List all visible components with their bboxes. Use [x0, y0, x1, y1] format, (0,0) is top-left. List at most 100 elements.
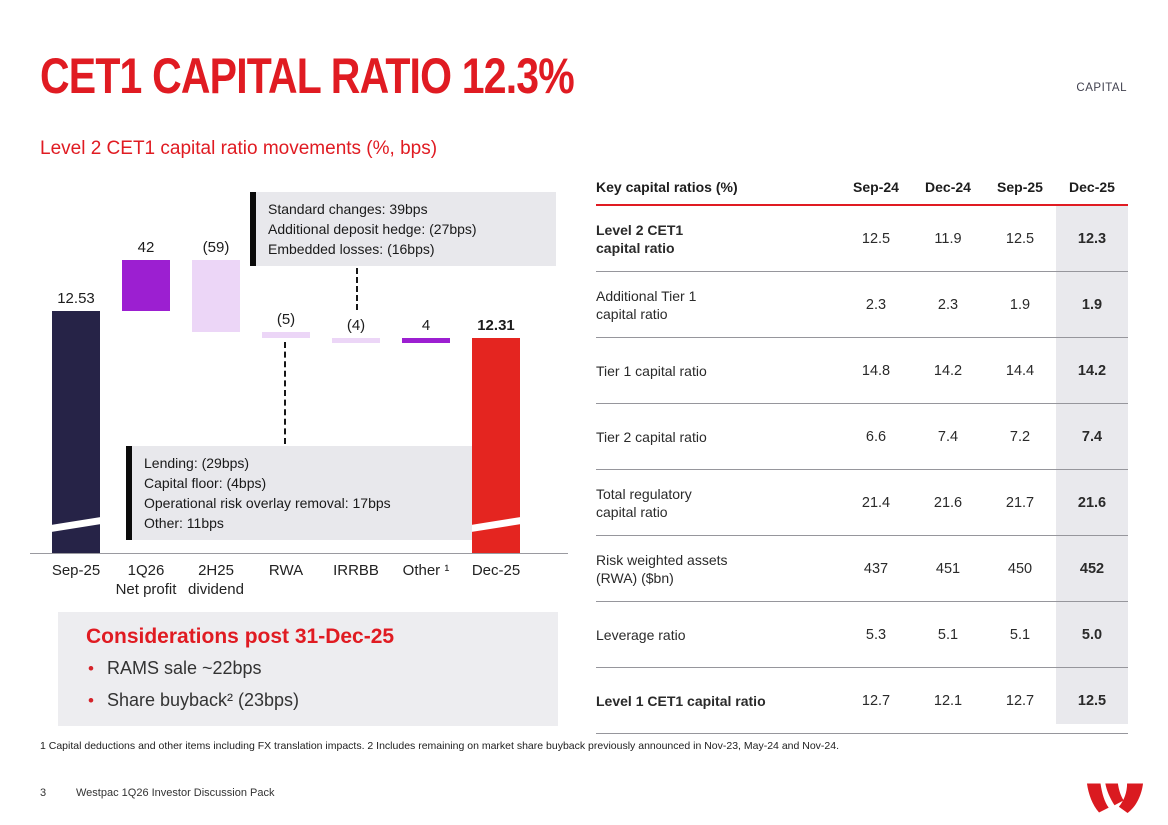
cell-value: 5.3 [865, 626, 887, 643]
row-label: Leverage ratio [596, 626, 686, 643]
waterfall-bar [192, 259, 240, 332]
annotation-line: Operational risk overlay removal: 17bps [144, 495, 391, 511]
cell-value: 12.5 [861, 230, 891, 247]
cell-value: 7.4 [1081, 428, 1103, 445]
consideration-text: Share buyback² (23bps) [106, 690, 300, 710]
cell-value: 2.3 [865, 296, 887, 313]
cell-value: 12.1 [933, 692, 963, 709]
bullet-icon: • [88, 691, 94, 710]
chart-heading: Level 2 CET1 capital ratio movements (%,… [40, 138, 438, 159]
cell-value: 7.4 [937, 428, 959, 445]
considerations-list: • RAMS sale ~22bps • Share buyback² (23bps) [58, 658, 558, 711]
annotation-line: Capital floor: (4bps) [144, 475, 267, 491]
x-axis-category: IRRBB [333, 562, 379, 579]
cell-value: 12.5 [1005, 230, 1035, 247]
table-row: Total regulatory capital ratio 21.4 21.6 21… [596, 470, 1128, 536]
cell-value: 11.9 [934, 230, 962, 247]
bullet-icon: • [88, 659, 94, 678]
cell-value: 451 [935, 560, 961, 577]
annotation-line: Lending: (29bps) [144, 455, 250, 471]
bar-value-label: 42 [137, 238, 155, 256]
footer-label: Westpac 1Q26 Investor Discussion Pack [76, 787, 275, 799]
cell-value: 12.5 [1077, 692, 1107, 709]
bar-value-label: 4 [421, 316, 431, 334]
considerations-box: Considerations post 31-Dec-25 • RAMS sale… [58, 612, 558, 726]
key-capital-ratios-table: Key capital ratios (%) Sep-24 Dec-24 Sep-25… [596, 170, 1128, 734]
cell-value: 1.9 [1081, 296, 1103, 313]
table-row: Level 2 CET1 capital ratio 12.5 11.9 12.5 12… [596, 206, 1128, 272]
highlight-column-shade [1056, 204, 1128, 724]
westpac-logo-icon [1086, 783, 1144, 813]
cell-value: 5.0 [1081, 626, 1103, 643]
bar-value-label: (4) [346, 316, 366, 334]
row-label: Additional Tier 1 capital ratio [596, 287, 697, 322]
table-column-header: Dec-25 [1069, 179, 1115, 195]
cell-value: 6.6 [865, 428, 887, 445]
section-tag: CAPITAL [1076, 82, 1127, 94]
cell-value: 14.8 [861, 362, 891, 379]
annotation-line: Other: 11bps [144, 515, 224, 531]
cell-value: 452 [1079, 560, 1105, 577]
annotation-line: Embedded losses: (16bps) [268, 241, 435, 257]
row-label: Level 1 CET1 capital ratio [596, 692, 766, 709]
waterfall-bar [122, 259, 170, 311]
table-row: Risk weighted assets (RWA) ($bn) 437 451 45… [596, 536, 1128, 602]
cell-value: 21.7 [1005, 494, 1035, 511]
cell-value: 12.3 [1077, 230, 1107, 247]
considerations-title: Considerations post 31-Dec-25 [86, 625, 395, 648]
row-label: Total regulatory capital ratio [596, 485, 692, 520]
table-row: Tier 1 capital ratio 14.8 14.2 14.4 14.2 [596, 338, 1128, 404]
consideration-item: • Share buyback² (23bps) [88, 690, 558, 711]
bar-value-label: (59) [202, 238, 230, 256]
x-axis-line [30, 553, 568, 554]
cell-value: 450 [1007, 560, 1033, 577]
table-row: Additional Tier 1 capital ratio 2.3 2.3 1.9… [596, 272, 1128, 338]
bar-value-label: (5) [276, 310, 296, 328]
waterfall-bar [262, 331, 310, 338]
x-axis-category: Dec-25 [471, 562, 521, 579]
annotation-line: Standard changes: 39bps [268, 201, 428, 217]
table-row: Leverage ratio 5.3 5.1 5.1 5.0 [596, 602, 1128, 668]
table-column-header: Sep-25 [997, 179, 1043, 195]
cell-value: 14.4 [1005, 362, 1035, 379]
page-number: 3 [40, 787, 47, 799]
row-label: Risk weighted assets (RWA) ($bn) [596, 551, 728, 586]
x-axis-category: 1Q26 Net profit [115, 562, 177, 598]
table-title: Key capital ratios (%) [596, 179, 738, 195]
annotation-connector-line [356, 268, 358, 310]
bar-value-label: 12.31 [477, 316, 515, 334]
cell-value: 1.9 [1009, 296, 1031, 313]
table-header-row: Key capital ratios (%) Sep-24 Dec-24 Sep-25… [596, 170, 1128, 206]
row-label: Tier 2 capital ratio [596, 428, 707, 445]
footnote: 1 Capital deductions and other items inc… [40, 740, 840, 752]
cell-value: 7.2 [1009, 428, 1031, 445]
cell-value: 14.2 [933, 362, 963, 379]
waterfall-chart: 12.53 Sep-25 42 1Q26 Net profit (59) 2H25 div… [30, 170, 575, 600]
waterfall-bar [402, 337, 450, 343]
cell-value: 21.4 [861, 494, 891, 511]
cell-value: 437 [863, 560, 889, 577]
page-title: CET1 CAPITAL RATIO 12.3% [40, 48, 575, 104]
cell-value: 14.2 [1077, 362, 1107, 379]
bar-value-label: 12.53 [57, 290, 95, 307]
consideration-text: RAMS sale ~22bps [106, 658, 262, 678]
cell-value: 5.1 [1009, 626, 1031, 643]
x-axis-category: Other ¹ [402, 562, 450, 579]
annotation-callout: Standard changes: 39bps Additional deposi… [250, 192, 556, 266]
annotation-line: Additional deposit hedge: (27bps) [268, 221, 477, 237]
waterfall-bar [52, 311, 100, 553]
cell-value: 12.7 [861, 692, 891, 709]
annotation-callout: Lending: (29bps) Capital floor: (4bps) Ope… [126, 446, 472, 540]
x-axis-category: Sep-25 [51, 562, 101, 579]
row-label: Level 2 CET1 capital ratio [596, 221, 684, 256]
row-label: Tier 1 capital ratio [596, 362, 707, 379]
x-axis-category: RWA [268, 562, 304, 579]
waterfall-bar [472, 337, 520, 553]
cell-value: 2.3 [937, 296, 959, 313]
waterfall-bar [332, 337, 380, 343]
table-column-header: Dec-24 [925, 179, 971, 195]
cell-value: 12.7 [1005, 692, 1035, 709]
table-column-header: Sep-24 [853, 179, 899, 195]
cell-value: 21.6 [1077, 494, 1107, 511]
